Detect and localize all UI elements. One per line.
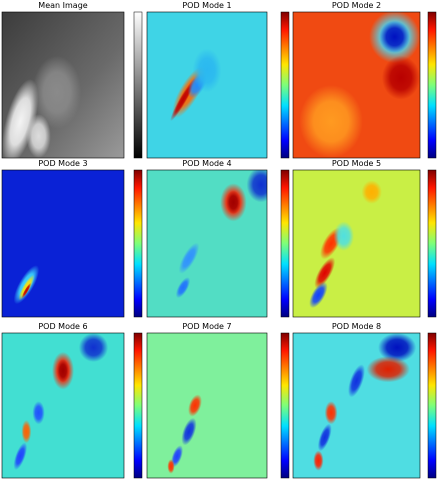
field-background	[147, 333, 267, 478]
panel-title: POD Mode 3	[38, 159, 87, 168]
field-image	[293, 170, 420, 317]
colorbar	[133, 11, 143, 159]
panel-title: POD Mode 1	[182, 1, 231, 10]
field-blob	[333, 221, 354, 251]
image-frame	[146, 169, 268, 318]
field-image	[147, 12, 267, 158]
field-blob	[324, 401, 338, 425]
field-blob	[21, 420, 32, 444]
panel-title: POD Mode 8	[332, 322, 381, 331]
panel-title: POD Mode 4	[182, 159, 231, 168]
image-frame	[146, 332, 268, 479]
field-blob	[170, 445, 184, 468]
field-blob	[299, 85, 363, 158]
field-blob	[313, 450, 324, 471]
panel: POD Mode 5	[292, 159, 437, 318]
field-blob	[2, 79, 39, 158]
panel: POD Mode 2	[292, 1, 437, 159]
colorbar	[280, 332, 290, 479]
image-frame	[292, 332, 421, 479]
field-blob	[378, 333, 417, 362]
image-frame	[292, 11, 421, 159]
panel: POD Mode 8	[292, 322, 437, 479]
field-blob	[32, 55, 82, 129]
field-image	[2, 170, 124, 317]
field-background	[147, 170, 267, 317]
field-blob	[78, 333, 109, 362]
field-image	[293, 12, 420, 158]
image-frame	[292, 169, 421, 318]
field-blob	[56, 359, 70, 383]
colorbar	[280, 11, 290, 159]
image-frame	[1, 169, 125, 318]
field-blob	[167, 459, 175, 474]
image-frame	[146, 11, 268, 159]
colorbar	[280, 169, 290, 318]
panel-title: POD Mode 7	[182, 322, 231, 331]
field-blob	[309, 281, 328, 309]
panel: POD Mode 4	[146, 159, 290, 318]
field-blob	[192, 48, 222, 93]
field-blob	[246, 170, 267, 203]
field-blob	[26, 114, 51, 158]
image-frame	[1, 11, 125, 159]
field-blob	[21, 282, 32, 299]
field-image	[293, 333, 420, 478]
panel: POD Mode 7	[146, 322, 290, 479]
panel: Mean Image	[1, 1, 143, 159]
field-image	[2, 333, 124, 478]
field-image	[147, 170, 267, 317]
colorbar	[133, 169, 143, 318]
field-blob	[348, 364, 365, 398]
field-blob	[181, 417, 197, 446]
field-blob	[188, 394, 202, 417]
field-blob	[317, 423, 332, 452]
field-blob	[175, 277, 191, 299]
field-image	[147, 333, 267, 478]
field-blob	[178, 242, 200, 274]
colorbar	[133, 332, 143, 479]
panel-title: POD Mode 2	[332, 1, 381, 10]
colorbar	[427, 169, 437, 318]
field-blob	[361, 180, 382, 204]
field-blob	[379, 20, 410, 53]
panel: POD Mode 1	[146, 1, 290, 159]
panel-title: POD Mode 5	[332, 159, 381, 168]
field-blob	[381, 55, 420, 100]
field-blob	[226, 190, 241, 215]
panel: POD Mode 3	[1, 159, 143, 318]
panel-title: Mean Image	[38, 1, 87, 10]
field-blob	[32, 401, 45, 425]
panel: POD Mode 6	[1, 322, 143, 479]
field-blob	[366, 356, 410, 383]
colorbar	[427, 332, 437, 479]
colorbar	[427, 11, 437, 159]
field-image	[2, 12, 124, 158]
field-blob	[314, 257, 336, 289]
panel-title: POD Mode 6	[38, 322, 87, 331]
field-blob	[13, 442, 28, 470]
image-frame	[1, 332, 125, 479]
